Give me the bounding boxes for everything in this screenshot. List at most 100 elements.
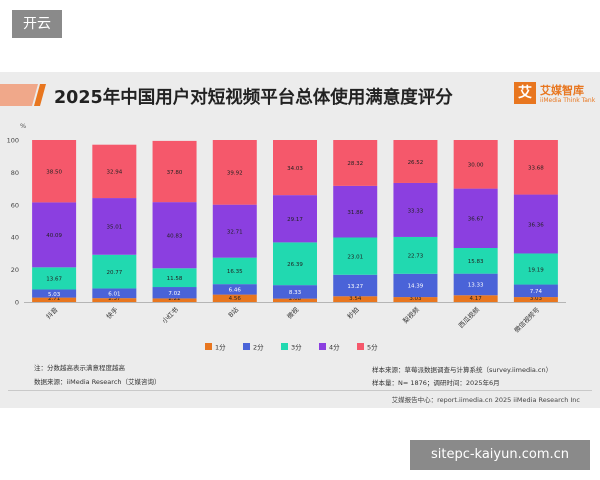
x-category-label: 秒拍 xyxy=(345,305,361,321)
logo-name: 艾媒智库 xyxy=(540,84,584,97)
bar-segment-2 xyxy=(453,273,498,296)
data-label: 2.71 xyxy=(48,296,60,302)
bar-segment-4 xyxy=(212,204,257,258)
data-label: 4.56 xyxy=(229,296,242,302)
data-label: 2.22 xyxy=(168,296,180,302)
data-label: 6.46 xyxy=(229,288,242,294)
x-category-label: 快手 xyxy=(104,305,120,321)
x-category-label: 微视 xyxy=(285,305,301,321)
bar-segment-3 xyxy=(152,268,197,288)
bar-segment-2 xyxy=(273,285,317,299)
bar-segment-3 xyxy=(393,236,438,274)
bar-segment-3 xyxy=(212,257,257,285)
y-tick-label: 100 xyxy=(7,137,19,145)
data-label: 2.08 xyxy=(289,296,302,302)
bar-segment-1 xyxy=(513,297,558,302)
note-sample-size: 样本量：N= 1876；调研时间：2025年6月 xyxy=(372,379,500,387)
note-score: 注：分数越高表示满意程度越高 xyxy=(34,364,125,372)
data-label: 7.74 xyxy=(530,289,543,295)
bar-segment-2 xyxy=(92,288,137,299)
bar-segment-3 xyxy=(92,254,137,289)
bar-segment-5 xyxy=(333,140,378,186)
legend-swatch xyxy=(281,343,288,350)
bar-segment-4 xyxy=(273,195,317,243)
y-tick-label: 80 xyxy=(11,169,19,177)
data-label: 14.39 xyxy=(408,284,424,290)
y-tick-label: 60 xyxy=(11,201,19,209)
data-label: 39.92 xyxy=(227,171,243,177)
y-axis-unit: % xyxy=(20,122,26,130)
data-label: 35.01 xyxy=(106,225,122,231)
bar-segment-2 xyxy=(393,273,438,298)
data-label: 37.80 xyxy=(167,170,183,176)
data-label: 31.86 xyxy=(347,210,363,216)
site-badge: 开云 xyxy=(12,10,62,38)
bar-segment-5 xyxy=(273,140,317,196)
data-label: 28.32 xyxy=(347,161,363,167)
x-category-label: 梨视频 xyxy=(401,305,422,326)
data-label: 3.03 xyxy=(530,296,543,302)
data-label: 30.00 xyxy=(468,163,484,169)
data-label: 13.27 xyxy=(347,284,363,290)
legend-label: 5分 xyxy=(367,343,378,352)
bar-segment-5 xyxy=(513,140,558,195)
data-label: 36.36 xyxy=(528,222,544,228)
x-category-label: B站 xyxy=(226,305,240,319)
legend-swatch xyxy=(357,343,364,350)
data-label: 11.58 xyxy=(167,276,183,282)
bar-segment-5 xyxy=(212,140,257,205)
watermark: sitepc-kaiyun.com.cn xyxy=(410,440,590,470)
data-label: 13.33 xyxy=(468,283,484,289)
bar-segment-5 xyxy=(393,140,438,183)
bar-segment-3 xyxy=(513,253,558,285)
data-label: 13.67 xyxy=(46,277,62,283)
data-label: 40.09 xyxy=(46,233,62,239)
bar-segment-4 xyxy=(393,182,438,237)
data-label: 19.19 xyxy=(528,267,544,273)
data-label: 5.03 xyxy=(48,292,61,298)
bar-segment-1 xyxy=(212,294,257,302)
legend-label: 2分 xyxy=(253,343,264,352)
title-decoration xyxy=(0,84,46,106)
bar-segment-2 xyxy=(333,274,378,297)
bar-segment-2 xyxy=(212,284,257,295)
bar-segment-4 xyxy=(513,194,558,254)
data-label: 16.35 xyxy=(227,269,243,275)
logo-mark: 艾 xyxy=(514,82,536,104)
bar-segment-1 xyxy=(152,298,197,302)
legend-swatch xyxy=(319,343,326,350)
data-label: 23.01 xyxy=(347,254,363,260)
data-label: 4.17 xyxy=(470,296,483,302)
y-tick-label: 0 xyxy=(15,299,19,307)
bar-segment-3 xyxy=(32,267,77,290)
y-tick-label: 20 xyxy=(11,266,19,274)
bar-segment-1 xyxy=(32,297,77,302)
y-tick-label: 40 xyxy=(11,234,19,242)
bar-segment-1 xyxy=(273,298,317,302)
x-category-label: 西瓜视频 xyxy=(456,305,481,330)
bar-segment-2 xyxy=(152,287,197,299)
bar-segment-3 xyxy=(453,248,498,274)
bar-segment-2 xyxy=(513,284,558,298)
bar-segment-4 xyxy=(152,202,197,269)
bar-segment-3 xyxy=(273,242,317,286)
bar-segment-4 xyxy=(92,198,137,255)
data-label: 3.03 xyxy=(409,296,422,302)
note-data-source: 数据来源：iiMedia Research（艾媒咨询） xyxy=(34,378,161,386)
legend-label: 3分 xyxy=(291,343,302,352)
data-label: 6.01 xyxy=(108,292,120,298)
data-label: 36.67 xyxy=(468,217,484,223)
legend-label: 1分 xyxy=(215,343,226,352)
logo-subtitle: iiMedia Think Tank xyxy=(540,97,596,104)
data-label: 8.33 xyxy=(289,290,302,296)
bar-segment-4 xyxy=(333,185,378,238)
x-category-label: 抖音 xyxy=(44,305,60,321)
bar-segment-4 xyxy=(453,188,498,249)
data-label: 22.73 xyxy=(408,254,424,260)
bar-segment-2 xyxy=(32,289,77,298)
bar-segment-1 xyxy=(453,295,498,302)
data-label: 29.17 xyxy=(287,217,303,223)
data-label: 15.83 xyxy=(468,259,484,265)
bar-segment-5 xyxy=(32,140,77,203)
